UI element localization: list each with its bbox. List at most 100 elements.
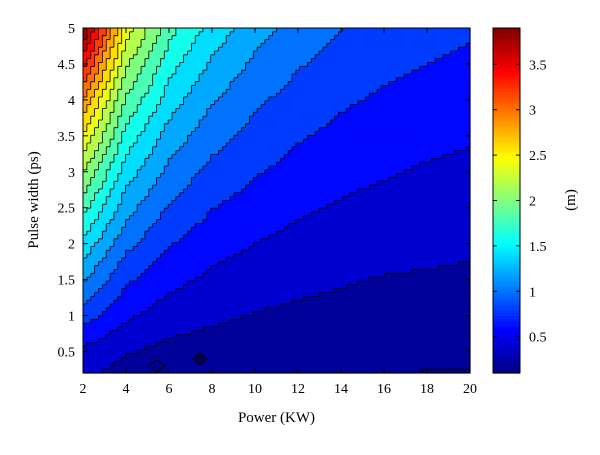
contour-cell (291, 189, 297, 194)
contour-cell (195, 200, 200, 205)
contour-cell (94, 215, 100, 221)
contour-cell (125, 238, 131, 244)
contour-cell (94, 250, 100, 255)
contour-cell (102, 315, 107, 320)
contour-cell (245, 254, 251, 259)
contour-cell (160, 323, 165, 328)
contour-cell (129, 227, 134, 232)
contour-cell (396, 258, 401, 263)
contour-cell (257, 181, 262, 186)
contour-cell (404, 346, 409, 351)
contour-cell (380, 246, 386, 251)
contour-cell (315, 189, 320, 194)
contour-cell (322, 219, 328, 225)
contour-cell (199, 219, 204, 225)
contour-cell (117, 254, 123, 259)
contour-cell (268, 196, 274, 202)
contour-cell (338, 208, 343, 213)
contour-cell (113, 330, 119, 336)
contour-cell (133, 235, 138, 240)
contour-cell (175, 357, 181, 363)
contour-cell (342, 212, 347, 217)
contour-cell (288, 315, 293, 320)
contour-cell (133, 357, 138, 363)
contour-cell (439, 208, 444, 213)
contour-cell (404, 357, 409, 363)
contour-cell (164, 185, 169, 190)
contour-cell (113, 208, 119, 213)
contour-cell (315, 342, 320, 347)
contour-cell (148, 189, 154, 194)
contour-cell (450, 338, 456, 343)
contour-cell (195, 261, 200, 267)
contour-cell (384, 319, 390, 324)
contour-cell (253, 350, 258, 355)
contour-cell (280, 223, 285, 228)
contour-cell (303, 323, 309, 328)
contour-cell (462, 327, 467, 332)
contour-cell (280, 319, 285, 324)
contour-cell (249, 246, 254, 251)
contour-cell (299, 181, 305, 186)
contour-cell (253, 196, 258, 202)
contour-cell (415, 196, 421, 202)
contour-cell (299, 311, 305, 317)
contour-cell (454, 265, 459, 271)
contour-cell (361, 261, 367, 267)
contour-cell (156, 235, 161, 240)
contour-cell (195, 315, 200, 320)
contour-cell (431, 189, 436, 194)
contour-cell (226, 315, 231, 320)
contour-cell (392, 212, 398, 217)
contour-cell (377, 181, 382, 186)
contour-cell (257, 361, 262, 366)
contour-cell (454, 319, 459, 324)
contour-cell (253, 219, 258, 225)
contour-cell (338, 181, 343, 186)
contour-cell (342, 304, 347, 309)
contour-cell (435, 204, 440, 209)
contour-cell (377, 250, 382, 255)
contour-cell (373, 223, 378, 228)
contour-cell (245, 342, 251, 347)
contour-cell (392, 327, 398, 332)
contour-cell (423, 369, 429, 374)
contour-cell (466, 208, 471, 213)
contour-cell (202, 196, 208, 202)
contour-cell (148, 227, 154, 232)
contour-cell (241, 338, 247, 343)
contour-cell (315, 357, 320, 363)
contour-cell (272, 346, 278, 351)
contour-cell (206, 238, 212, 244)
contour-cell (272, 350, 278, 355)
contour-cell (187, 296, 192, 301)
contour-cell (261, 307, 266, 313)
contour-cell (133, 334, 138, 340)
contour-cell (202, 365, 208, 370)
contour-cell (442, 284, 448, 290)
contour-cell (261, 319, 266, 324)
contour-cell (303, 342, 309, 347)
contour-cell (404, 261, 409, 267)
contour-cell (411, 200, 417, 205)
contour-cell (144, 261, 150, 267)
contour-cell (380, 361, 386, 366)
contour-cell (241, 315, 247, 320)
contour-cell (141, 212, 146, 217)
contour-cell (361, 204, 367, 209)
contour-cell (110, 215, 115, 221)
contour-cell (210, 246, 216, 251)
contour-cell (435, 319, 440, 324)
contour-cell (156, 181, 161, 186)
contour-cell (330, 189, 336, 194)
contour-cell (191, 258, 196, 263)
contour-cell (291, 288, 297, 294)
contour-cell (233, 235, 239, 240)
contour-cell (261, 284, 266, 290)
contour-cell (160, 330, 165, 336)
contour-cell (133, 361, 138, 366)
contour-cell (454, 250, 459, 255)
contour-cell (272, 242, 278, 248)
contour-cell (291, 330, 297, 336)
contour-cell (156, 269, 161, 274)
